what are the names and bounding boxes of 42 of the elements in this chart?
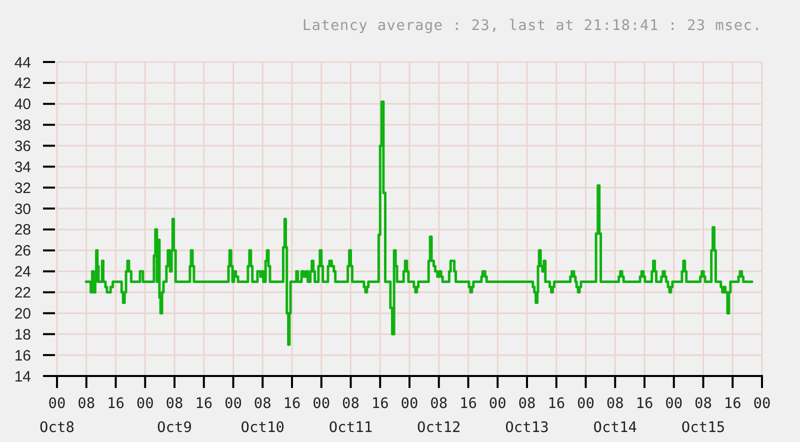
x-tick-label: 08 Oct12 xyxy=(417,396,461,436)
x-tick-label: 00 xyxy=(753,396,771,412)
y-tick-label: 38 xyxy=(14,117,31,134)
x-tick-label: 00 xyxy=(312,396,330,412)
x-tick-label: 16 xyxy=(460,396,477,412)
y-tick-label: 18 xyxy=(14,326,31,344)
x-tick-label: 16 xyxy=(636,396,654,412)
x-tick-label: 16 xyxy=(107,396,124,412)
y-tick-label: 16 xyxy=(14,347,31,364)
x-tick-label: 00 xyxy=(136,396,154,412)
x-tick-label: 08 Oct14 xyxy=(593,396,638,436)
x-tick-label: 00 xyxy=(488,396,506,412)
x-tick-label: 00 xyxy=(665,396,683,412)
x-tick-label: 16 xyxy=(724,396,742,412)
x-tick-label: 00 xyxy=(400,396,418,412)
x-tick-label: 00 xyxy=(224,396,242,412)
y-tick-label: 32 xyxy=(14,180,31,197)
y-tick-label: 42 xyxy=(14,75,31,92)
y-tick-label: 30 xyxy=(14,200,31,218)
y-tick-label: 34 xyxy=(14,158,31,176)
x-tick-label: 08 Oct10 xyxy=(240,396,284,436)
y-tick-label: 14 xyxy=(14,368,31,386)
y-tick-label: 40 xyxy=(14,96,31,114)
y-tick-label: 22 xyxy=(14,284,31,302)
y-tick-label: 44 xyxy=(14,54,31,72)
chart-title: Latency average : 23, last at 21:18:41 : 23 msec. xyxy=(302,18,762,34)
x-tick-label: 08 Oct11 xyxy=(328,396,373,436)
x-tick-label: 16 xyxy=(371,396,389,412)
y-tick-label: 26 xyxy=(14,242,31,260)
x-tick-label: 16 xyxy=(548,396,566,412)
y-tick-label: 28 xyxy=(14,222,31,239)
y-tick-label: 24 xyxy=(14,264,31,281)
x-tick-label: 16 xyxy=(283,396,301,412)
x-tick-label: 00 Oct8 xyxy=(40,396,74,436)
x-tick-label: 08 Oct9 xyxy=(157,396,192,436)
y-tick-label: 36 xyxy=(14,138,31,155)
x-tick-label: 16 xyxy=(195,396,213,412)
x-tick-label: 08 Oct15 xyxy=(681,396,726,436)
x-tick-label: 08 Oct13 xyxy=(505,396,549,436)
x-tick-label: 00 xyxy=(577,396,594,412)
x-tick-label: 08 xyxy=(78,396,96,412)
y-tick-label: 20 xyxy=(14,305,31,322)
